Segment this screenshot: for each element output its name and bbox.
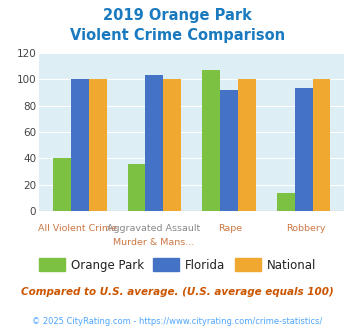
Text: Murder & Mans...: Murder & Mans... [113, 238, 194, 247]
Text: 2019 Orange Park: 2019 Orange Park [103, 8, 252, 23]
Text: Rape: Rape [218, 224, 242, 233]
Text: © 2025 CityRating.com - https://www.cityrating.com/crime-statistics/: © 2025 CityRating.com - https://www.city… [32, 317, 323, 326]
Bar [277, 193, 295, 211]
Bar [202, 70, 220, 211]
Bar [163, 79, 181, 211]
Bar [53, 158, 71, 211]
Bar [312, 79, 331, 211]
Legend: Orange Park, Florida, National: Orange Park, Florida, National [34, 253, 321, 276]
Bar [146, 75, 163, 211]
Text: Violent Crime Comparison: Violent Crime Comparison [70, 28, 285, 43]
Bar [89, 79, 106, 211]
Text: Compared to U.S. average. (U.S. average equals 100): Compared to U.S. average. (U.S. average … [21, 287, 334, 297]
Bar [71, 79, 89, 211]
Text: Aggravated Assault: Aggravated Assault [107, 224, 200, 233]
Text: All Violent Crime: All Violent Crime [38, 224, 117, 233]
Text: Robbery: Robbery [286, 224, 326, 233]
Bar [238, 79, 256, 211]
Bar [220, 90, 238, 211]
Bar [127, 164, 146, 211]
Bar [295, 88, 312, 211]
